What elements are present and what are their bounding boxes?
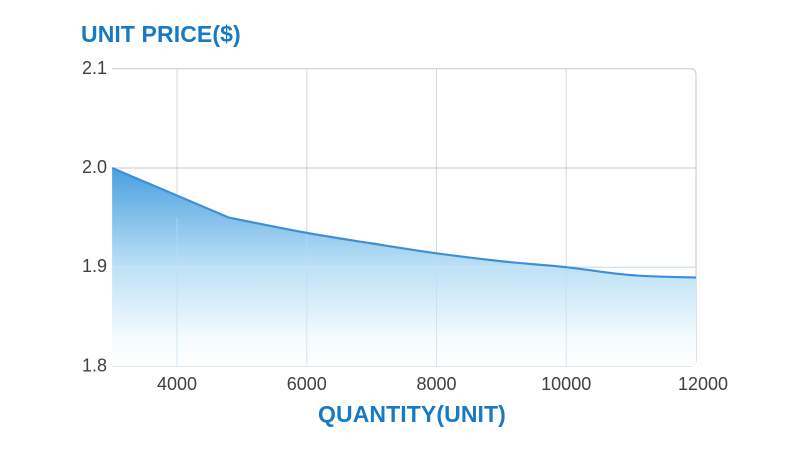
svg-text:12000: 12000 [678,374,728,394]
svg-text:4000: 4000 [157,374,197,394]
svg-text:8000: 8000 [416,374,456,394]
svg-text:6000: 6000 [287,374,327,394]
svg-text:1.9: 1.9 [82,256,107,276]
svg-text:10000: 10000 [541,374,591,394]
svg-text:2.1: 2.1 [82,58,107,78]
svg-text:2.0: 2.0 [82,157,107,177]
svg-text:1.8: 1.8 [82,355,107,375]
